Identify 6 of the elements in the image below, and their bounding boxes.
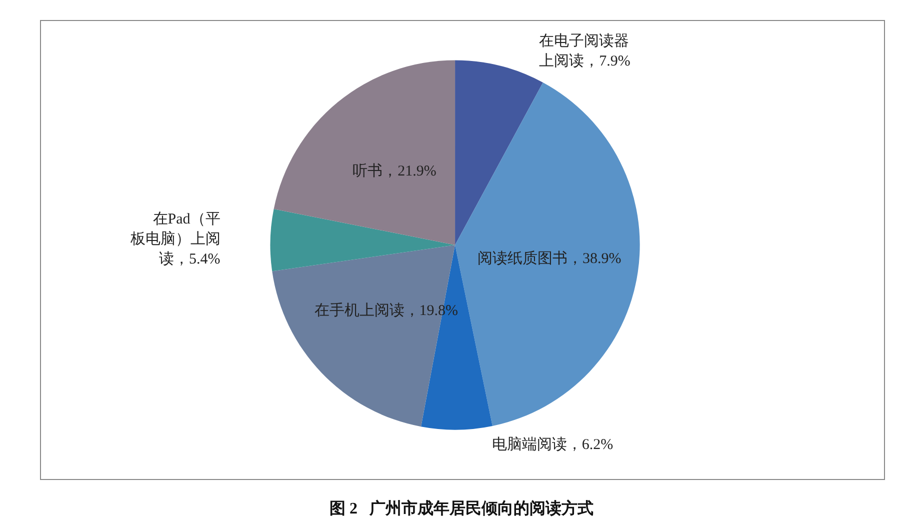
- slice-label: 在电子阅读器上阅读，7.9%: [539, 32, 630, 70]
- slice-label: 阅读纸质图书，38.9%: [478, 250, 622, 267]
- slice-label: 听书，21.9%: [352, 162, 436, 180]
- text: 图 2 广州市成年居民倾向的阅读方式: [330, 498, 594, 518]
- slice-label: 电脑端阅读，6.2%: [492, 436, 614, 453]
- slice-label: 在Pad（平板电脑）上阅读，5.4%: [129, 210, 220, 268]
